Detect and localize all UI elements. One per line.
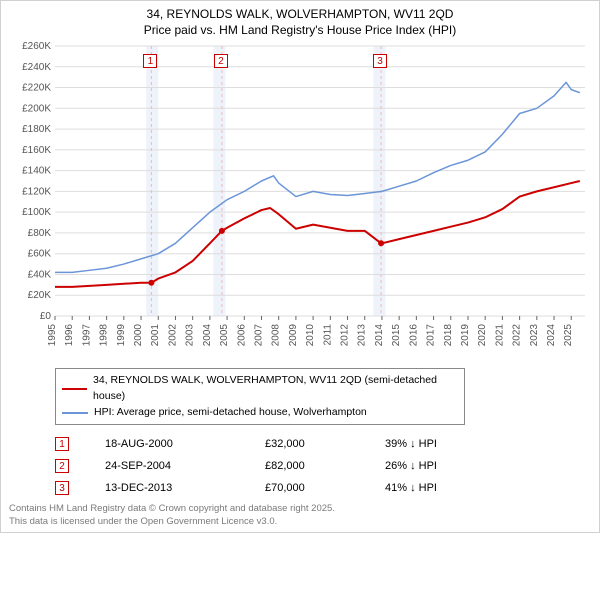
legend-label: HPI: Average price, semi-detached house,…	[94, 405, 367, 421]
svg-text:2015: 2015	[391, 324, 402, 347]
event-date: 18-AUG-2000	[105, 438, 265, 450]
footer-attribution: Contains HM Land Registry data © Crown c…	[9, 503, 591, 528]
svg-text:2022: 2022	[512, 324, 523, 347]
event-row: 1 18-AUG-2000£32,00039% ↓ HPI	[55, 433, 591, 455]
svg-text:1998: 1998	[99, 324, 110, 347]
svg-text:2014: 2014	[374, 324, 385, 347]
svg-text:£140K: £140K	[22, 166, 51, 177]
event-price: £82,000	[265, 460, 385, 472]
svg-text:£180K: £180K	[22, 124, 51, 135]
svg-text:2006: 2006	[236, 324, 247, 347]
event-row: 2 24-SEP-2004£82,00026% ↓ HPI	[55, 455, 591, 477]
event-diff: 41% ↓ HPI	[385, 482, 437, 494]
event-marker-3: 3	[373, 54, 387, 68]
legend-label: 34, REYNOLDS WALK, WOLVERHAMPTON, WV11 2…	[93, 373, 458, 405]
event-date: 24-SEP-2004	[105, 460, 265, 472]
svg-text:£260K: £260K	[22, 42, 51, 52]
svg-text:2021: 2021	[494, 324, 505, 347]
event-table: 1 18-AUG-2000£32,00039% ↓ HPI 2 24-SEP-2004…	[55, 433, 591, 499]
svg-text:1996: 1996	[64, 324, 75, 347]
svg-text:2013: 2013	[357, 324, 368, 347]
legend-swatch	[62, 412, 88, 414]
svg-text:£80K: £80K	[28, 228, 52, 239]
footer-line2: This data is licensed under the Open Gov…	[9, 516, 591, 528]
svg-text:2023: 2023	[529, 324, 540, 347]
svg-text:2007: 2007	[253, 324, 264, 347]
svg-text:2017: 2017	[426, 324, 437, 347]
svg-text:2004: 2004	[202, 324, 213, 347]
event-marker-2: 2	[214, 54, 228, 68]
svg-text:1995: 1995	[47, 324, 58, 347]
svg-text:2018: 2018	[443, 324, 454, 347]
svg-text:2001: 2001	[150, 324, 161, 347]
svg-text:£120K: £120K	[22, 187, 51, 198]
event-number-box: 3	[55, 481, 69, 495]
svg-text:2003: 2003	[185, 324, 196, 347]
event-price: £70,000	[265, 482, 385, 494]
svg-text:2016: 2016	[408, 324, 419, 347]
event-date: 13-DEC-2013	[105, 482, 265, 494]
svg-text:2002: 2002	[167, 324, 178, 347]
svg-text:£60K: £60K	[28, 249, 52, 260]
svg-text:2008: 2008	[271, 324, 282, 347]
event-number-box: 2	[55, 459, 69, 473]
chart-plot: £0 £20K £40K £60K £80K £100K £120K £140K £160K £1…	[9, 42, 591, 362]
svg-text:2000: 2000	[133, 324, 144, 347]
svg-text:£0: £0	[40, 311, 52, 322]
title-line1: 34, REYNOLDS WALK, WOLVERHAMPTON, WV11 2…	[9, 7, 591, 23]
footer-line1: Contains HM Land Registry data © Crown c…	[9, 503, 591, 515]
svg-text:2009: 2009	[288, 324, 299, 347]
svg-text:2019: 2019	[460, 324, 471, 347]
event-diff: 26% ↓ HPI	[385, 460, 437, 472]
svg-text:£160K: £160K	[22, 145, 51, 156]
svg-text:2024: 2024	[546, 324, 557, 347]
title-line2: Price paid vs. HM Land Registry's House …	[9, 23, 591, 39]
event-number-box: 1	[55, 437, 69, 451]
event-price: £32,000	[265, 438, 385, 450]
svg-text:£20K: £20K	[28, 290, 52, 301]
svg-text:£200K: £200K	[22, 103, 51, 114]
svg-text:£240K: £240K	[22, 62, 51, 73]
legend: 34, REYNOLDS WALK, WOLVERHAMPTON, WV11 2…	[55, 368, 465, 425]
line-chart-svg: £0 £20K £40K £60K £80K £100K £120K £140K £160K £1…	[9, 42, 593, 362]
chart-container: { "title": { "line1": "34, REYNOLDS WALK…	[0, 0, 600, 533]
svg-text:2010: 2010	[305, 324, 316, 347]
svg-text:2025: 2025	[563, 324, 574, 347]
svg-text:£100K: £100K	[22, 207, 51, 218]
svg-text:2005: 2005	[219, 324, 230, 347]
legend-swatch	[62, 388, 87, 390]
event-diff: 39% ↓ HPI	[385, 438, 437, 450]
event-marker-1: 1	[143, 54, 157, 68]
svg-text:£220K: £220K	[22, 83, 51, 94]
legend-row: 34, REYNOLDS WALK, WOLVERHAMPTON, WV11 2…	[62, 373, 458, 405]
svg-text:2011: 2011	[322, 324, 333, 346]
svg-text:£40K: £40K	[28, 270, 52, 281]
event-row: 3 13-DEC-2013£70,00041% ↓ HPI	[55, 477, 591, 499]
svg-text:1997: 1997	[81, 324, 92, 347]
svg-text:1999: 1999	[116, 324, 127, 347]
svg-text:2012: 2012	[340, 324, 351, 347]
chart-title: 34, REYNOLDS WALK, WOLVERHAMPTON, WV11 2…	[9, 7, 591, 38]
svg-text:2020: 2020	[477, 324, 488, 347]
legend-row: HPI: Average price, semi-detached house,…	[62, 405, 458, 421]
